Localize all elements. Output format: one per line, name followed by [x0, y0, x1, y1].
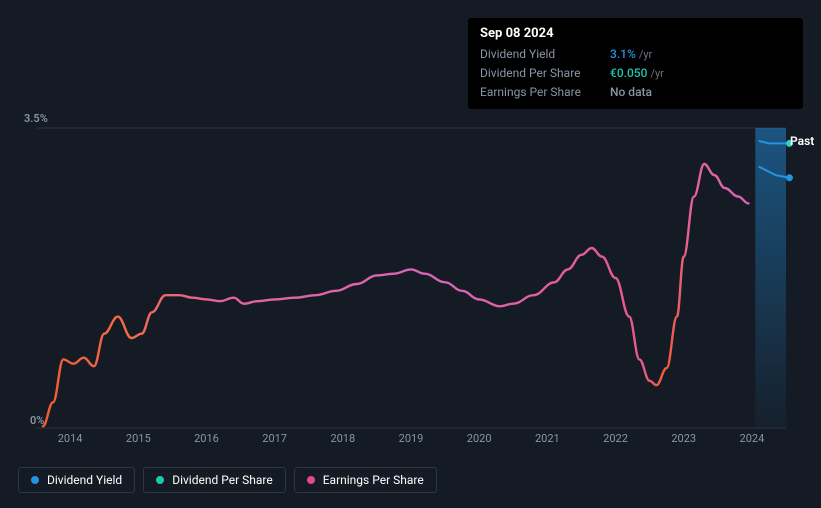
x-axis-tick: 2016: [194, 432, 219, 445]
x-axis-tick: 2019: [399, 432, 424, 445]
tooltip-row: Earnings Per ShareNo data: [480, 83, 791, 101]
x-axis-tick: 2018: [330, 432, 355, 445]
tooltip-row: Dividend Yield3.1%/yr: [480, 45, 791, 64]
legend-label: Earnings Per Share: [323, 473, 424, 487]
tooltip-row: Dividend Per Share€0.050/yr: [480, 64, 791, 83]
legend-dot-icon: [307, 476, 315, 484]
chart-area[interactable]: 3.5% 0% Past: [18, 105, 803, 445]
chart-legend: Dividend Yield Dividend Per Share Earnings…: [18, 467, 437, 493]
legend-label: Dividend Yield: [47, 473, 122, 487]
y-axis-label-top: 3.5%: [24, 112, 48, 125]
past-label: Past: [790, 134, 814, 148]
y-axis-label-bottom: 0%: [30, 414, 44, 427]
legend-item[interactable]: Dividend Yield: [18, 467, 135, 493]
tooltip-row-value: €0.050: [610, 64, 647, 82]
tooltip-row-label: Earnings Per Share: [480, 83, 610, 101]
tooltip-row-value: No data: [610, 83, 652, 101]
tooltip-row-label: Dividend Yield: [480, 45, 610, 63]
legend-dot-icon: [31, 476, 39, 484]
tooltip-row-label: Dividend Per Share: [480, 64, 610, 82]
x-axis-tick: 2017: [262, 432, 287, 445]
chart-tooltip: Sep 08 2024 Dividend Yield3.1%/yrDividen…: [468, 18, 803, 109]
tooltip-row-value: 3.1%: [610, 45, 636, 63]
legend-dot-icon: [156, 476, 164, 484]
x-axis-tick: 2024: [740, 432, 765, 445]
legend-item[interactable]: Earnings Per Share: [294, 467, 437, 493]
tooltip-row-unit: /yr: [639, 46, 652, 64]
x-axis-labels: 2014 2015 2016 2017 2018 2019 2020 2021 2022 2023…: [18, 432, 803, 448]
x-axis-tick: 2015: [126, 432, 151, 445]
x-axis-tick: 2021: [535, 432, 560, 445]
x-axis-tick: 2014: [58, 432, 83, 445]
tooltip-row-unit: /yr: [650, 65, 663, 83]
chart-svg: [18, 105, 803, 445]
legend-item[interactable]: Dividend Per Share: [143, 467, 286, 493]
legend-label: Dividend Per Share: [172, 473, 273, 487]
tooltip-date: Sep 08 2024: [480, 26, 791, 41]
x-axis-tick: 2022: [603, 432, 628, 445]
x-axis-tick: 2023: [671, 432, 696, 445]
x-axis-tick: 2020: [467, 432, 492, 445]
